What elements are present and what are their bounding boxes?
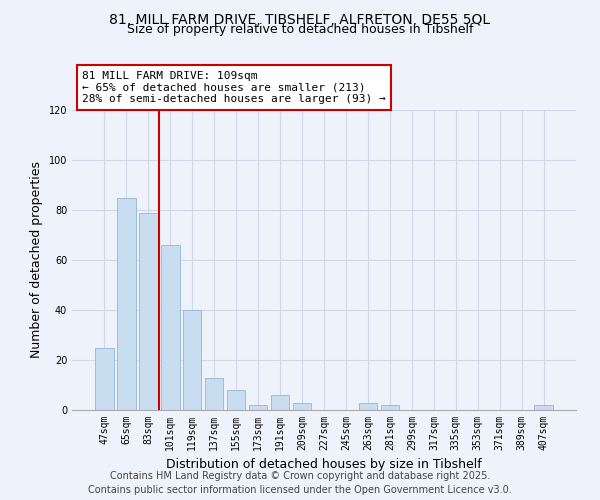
Y-axis label: Number of detached properties: Number of detached properties bbox=[30, 162, 43, 358]
Bar bbox=[117, 198, 136, 410]
Text: 81 MILL FARM DRIVE: 109sqm
← 65% of detached houses are smaller (213)
28% of sem: 81 MILL FARM DRIVE: 109sqm ← 65% of deta… bbox=[82, 71, 386, 104]
Text: Contains HM Land Registry data © Crown copyright and database right 2025.
Contai: Contains HM Land Registry data © Crown c… bbox=[88, 471, 512, 495]
Text: 81, MILL FARM DRIVE, TIBSHELF, ALFRETON, DE55 5QL: 81, MILL FARM DRIVE, TIBSHELF, ALFRETON,… bbox=[109, 12, 491, 26]
Bar bbox=[380, 405, 399, 410]
Bar bbox=[359, 402, 377, 410]
X-axis label: Distribution of detached houses by size in Tibshelf: Distribution of detached houses by size … bbox=[166, 458, 482, 471]
Bar bbox=[183, 310, 202, 410]
Bar bbox=[227, 390, 245, 410]
Bar bbox=[293, 402, 311, 410]
Bar bbox=[95, 348, 113, 410]
Bar bbox=[205, 378, 223, 410]
Bar bbox=[271, 395, 289, 410]
Bar bbox=[535, 405, 553, 410]
Text: Size of property relative to detached houses in Tibshelf: Size of property relative to detached ho… bbox=[127, 22, 473, 36]
Bar bbox=[139, 212, 158, 410]
Bar bbox=[249, 405, 268, 410]
Bar bbox=[161, 245, 179, 410]
